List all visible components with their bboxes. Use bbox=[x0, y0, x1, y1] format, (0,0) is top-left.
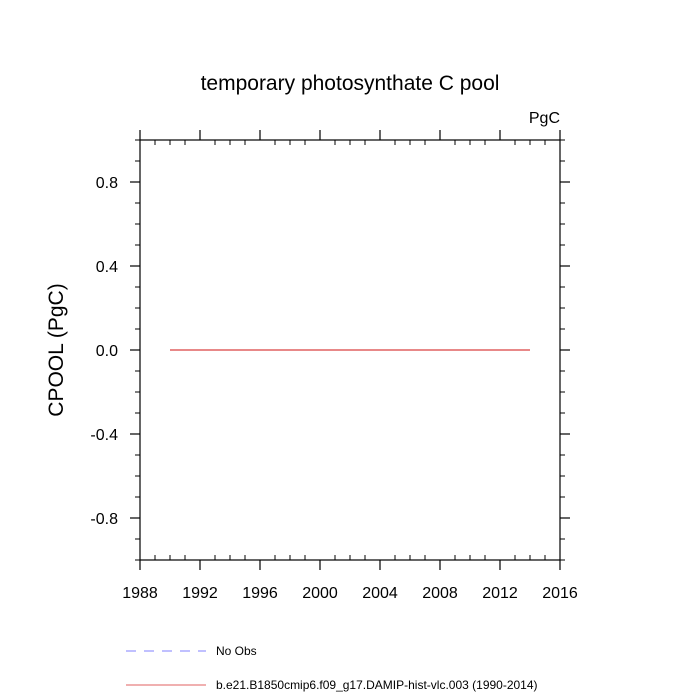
y-tick-label: -0.8 bbox=[90, 511, 118, 528]
y-tick-label: 0.4 bbox=[96, 259, 118, 276]
x-tick-label: 2012 bbox=[482, 585, 518, 602]
y-tick-label: 0.8 bbox=[96, 175, 118, 192]
units-label: PgC bbox=[529, 110, 560, 127]
x-tick-label: 2008 bbox=[422, 585, 458, 602]
y-tick-label: 0.0 bbox=[96, 343, 118, 360]
legend-label: No Obs bbox=[216, 644, 257, 658]
x-tick-label: 2000 bbox=[302, 585, 338, 602]
x-tick-label: 1992 bbox=[182, 585, 218, 602]
y-tick-label: -0.4 bbox=[90, 427, 118, 444]
chart-title: temporary photosynthate C pool bbox=[201, 72, 500, 95]
y-axis-label: CPOOL (PgC) bbox=[45, 283, 68, 416]
x-tick-label: 1996 bbox=[242, 585, 278, 602]
x-tick-label: 1988 bbox=[122, 585, 158, 602]
legend: No Obs b.e21.B1850cmip6.f09_g17.DAMIP-his… bbox=[126, 644, 538, 692]
legend-label: b.e21.B1850cmip6.f09_g17.DAMIP-hist-vlc.… bbox=[216, 678, 538, 692]
x-tick-label: 2016 bbox=[542, 585, 578, 602]
axes: 1988 1992 1996 2000 2004 2008 2012 2016 0.8 0.4 0.… bbox=[90, 130, 578, 602]
x-tick-label: 2004 bbox=[362, 585, 398, 602]
